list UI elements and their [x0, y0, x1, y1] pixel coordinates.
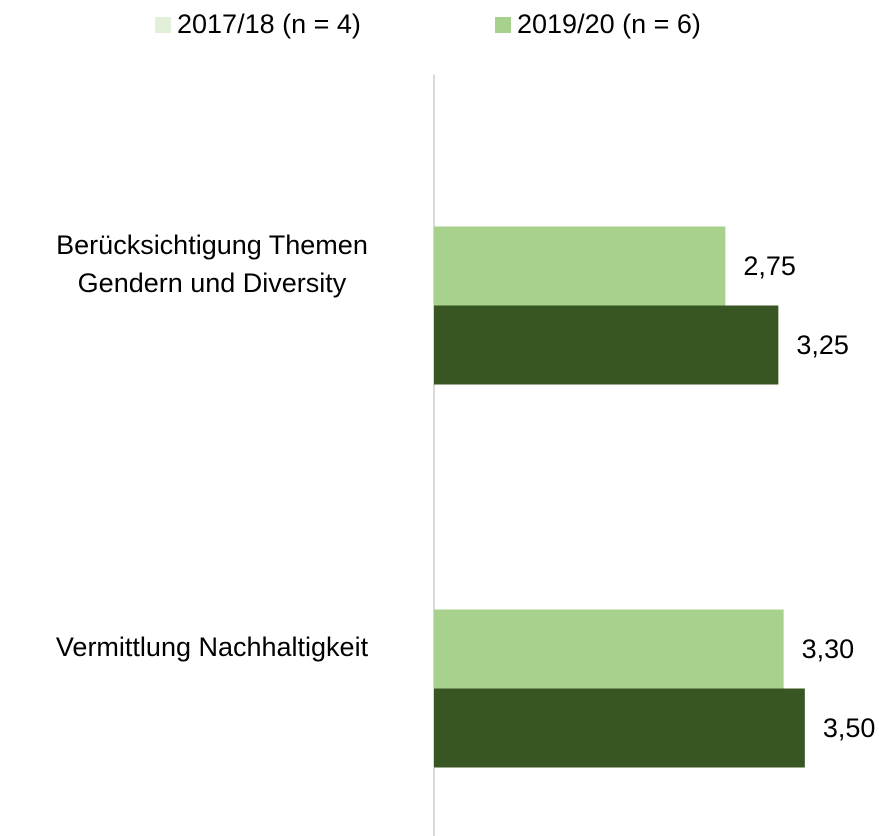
legend-label: 2017/18 (n = 4) [177, 9, 361, 39]
legend-swatch [495, 17, 511, 33]
legend-label: 2019/20 (n = 6) [517, 9, 701, 39]
category-label: Vermittlung Nachhaltigkeit [56, 632, 369, 662]
value-label: 3,25 [796, 330, 849, 360]
bar [434, 609, 784, 689]
value-label: 2,75 [743, 251, 796, 281]
category-label: Berücksichtigung Themen Gendern und Diver… [56, 230, 368, 298]
bar [434, 305, 779, 385]
bar [434, 688, 805, 768]
value-label: 3,30 [802, 634, 855, 664]
bar [434, 226, 726, 306]
legend-swatch [155, 17, 171, 33]
value-label: 3,50 [823, 713, 876, 743]
